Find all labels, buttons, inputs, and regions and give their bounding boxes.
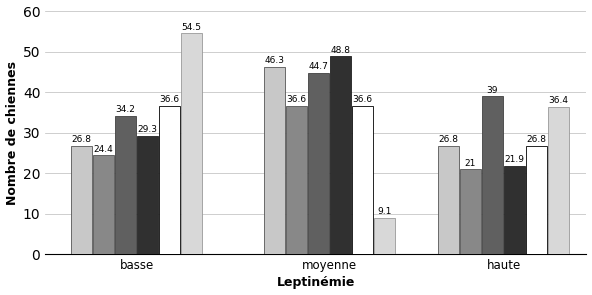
Text: 29.3: 29.3	[137, 125, 157, 134]
Bar	[71, 146, 92, 254]
Text: 46.3: 46.3	[264, 56, 284, 65]
Bar	[548, 107, 569, 254]
Bar	[285, 106, 307, 254]
Text: 26.8: 26.8	[526, 135, 546, 144]
Bar	[263, 67, 285, 254]
Bar	[137, 136, 158, 254]
Bar	[308, 73, 329, 254]
Text: 24.4: 24.4	[94, 145, 113, 154]
Bar	[504, 165, 525, 254]
Bar	[460, 169, 481, 254]
Text: 21.9: 21.9	[504, 155, 525, 164]
Bar	[159, 106, 180, 254]
Text: 26.8: 26.8	[72, 135, 91, 144]
Bar	[374, 217, 395, 254]
Text: 34.2: 34.2	[115, 105, 136, 114]
Bar	[93, 155, 114, 254]
Text: 26.8: 26.8	[439, 135, 458, 144]
Text: 36.4: 36.4	[548, 96, 568, 105]
Y-axis label: Nombre de chiennes: Nombre de chiennes	[5, 61, 18, 205]
Bar	[115, 116, 136, 254]
X-axis label: Leptinémie: Leptinémie	[276, 276, 355, 289]
Text: 39: 39	[487, 86, 498, 95]
Text: 36.6: 36.6	[286, 95, 306, 104]
Text: 21: 21	[465, 159, 476, 168]
Bar	[181, 33, 202, 254]
Text: 36.6: 36.6	[352, 95, 372, 104]
Text: 36.6: 36.6	[159, 95, 179, 104]
Text: 48.8: 48.8	[330, 46, 350, 55]
Text: 9.1: 9.1	[377, 207, 391, 216]
Bar	[438, 146, 459, 254]
Bar	[330, 56, 350, 254]
Bar	[526, 146, 547, 254]
Text: 54.5: 54.5	[182, 23, 201, 32]
Text: 44.7: 44.7	[308, 63, 328, 71]
Bar	[482, 96, 503, 254]
Bar	[352, 106, 373, 254]
